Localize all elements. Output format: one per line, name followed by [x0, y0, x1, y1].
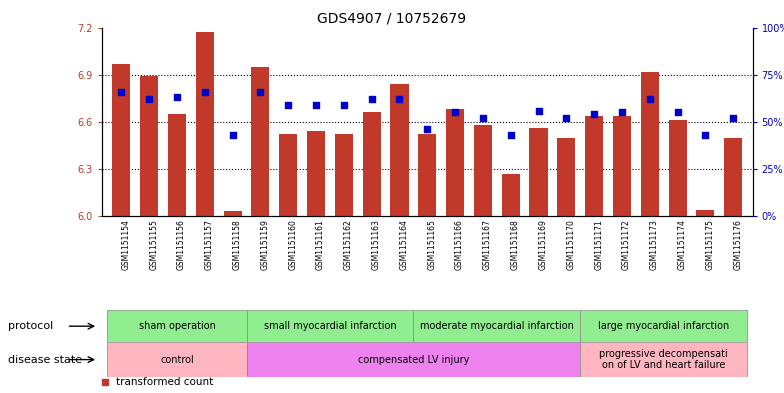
Text: progressive decompensati
on of LV and heart failure: progressive decompensati on of LV and he… [599, 349, 728, 370]
Text: GSM1151169: GSM1151169 [539, 219, 547, 270]
Point [310, 102, 322, 108]
Text: GSM1151156: GSM1151156 [177, 219, 186, 270]
Point [171, 94, 183, 101]
Text: GSM1151155: GSM1151155 [149, 219, 158, 270]
Point [115, 88, 128, 95]
Text: GSM1151176: GSM1151176 [733, 219, 742, 270]
Point [198, 88, 211, 95]
Point [504, 132, 517, 138]
Text: GSM1151166: GSM1151166 [455, 219, 464, 270]
Point [560, 115, 572, 121]
Text: GSM1151173: GSM1151173 [650, 219, 659, 270]
Bar [363, 112, 381, 216]
Point [338, 102, 350, 108]
Text: small myocardial infarction: small myocardial infarction [263, 321, 396, 331]
Text: GSM1151157: GSM1151157 [205, 219, 214, 270]
Text: GSM1151162: GSM1151162 [344, 219, 353, 270]
Bar [580, 310, 747, 342]
Text: GSM1151160: GSM1151160 [289, 219, 297, 270]
Point [477, 115, 489, 121]
Text: protocol: protocol [8, 321, 53, 331]
Point [365, 96, 378, 102]
Point [588, 111, 601, 118]
Text: GSM1151175: GSM1151175 [706, 219, 714, 270]
Point [615, 109, 628, 116]
Text: GSM1151161: GSM1151161 [316, 219, 325, 270]
Bar [502, 174, 520, 216]
Text: sham operation: sham operation [139, 321, 216, 331]
Text: GSM1151170: GSM1151170 [566, 219, 575, 270]
Bar [413, 310, 580, 342]
Bar [641, 72, 659, 216]
Bar [696, 210, 714, 216]
Bar [223, 211, 241, 216]
Bar [252, 67, 270, 216]
Bar [613, 116, 631, 216]
Text: GSM1151159: GSM1151159 [260, 219, 270, 270]
Text: GSM1151172: GSM1151172 [622, 219, 631, 270]
Text: GDS4907 / 10752679: GDS4907 / 10752679 [318, 12, 466, 26]
Bar [246, 310, 413, 342]
Bar [446, 109, 464, 216]
Point [254, 88, 267, 95]
Point [143, 96, 155, 102]
Text: disease state: disease state [8, 354, 82, 365]
Text: transformed count: transformed count [116, 377, 213, 387]
Point [727, 115, 739, 121]
Point [671, 109, 684, 116]
Point [421, 126, 434, 132]
Text: GSM1151174: GSM1151174 [677, 219, 687, 270]
Point [644, 96, 656, 102]
Point [304, 282, 317, 288]
Text: GSM1151165: GSM1151165 [427, 219, 436, 270]
Point [448, 109, 461, 116]
Text: moderate myocardial infarction: moderate myocardial infarction [420, 321, 574, 331]
Text: GSM1151164: GSM1151164 [400, 219, 408, 270]
Bar [140, 76, 158, 216]
Point [532, 107, 545, 114]
Bar [307, 131, 325, 216]
Text: GSM1151163: GSM1151163 [372, 219, 381, 270]
Bar [196, 32, 214, 216]
Point [227, 132, 239, 138]
Bar [390, 84, 408, 216]
Text: GSM1151168: GSM1151168 [510, 219, 520, 270]
Bar [529, 128, 547, 216]
Bar [580, 342, 747, 377]
Text: GSM1151154: GSM1151154 [122, 219, 130, 270]
Point [282, 102, 295, 108]
Bar [585, 116, 603, 216]
Bar [112, 64, 130, 216]
Bar [246, 342, 580, 377]
Text: large myocardial infarction: large myocardial infarction [598, 321, 729, 331]
Bar [168, 114, 186, 216]
Text: GSM1151167: GSM1151167 [483, 219, 492, 270]
Bar [669, 120, 687, 216]
Bar [557, 138, 575, 216]
Bar [724, 138, 742, 216]
Text: GSM1151158: GSM1151158 [233, 219, 241, 270]
Point [699, 132, 712, 138]
Bar [279, 134, 297, 216]
Bar [107, 342, 246, 377]
Bar [474, 125, 492, 216]
Bar [335, 134, 353, 216]
Text: control: control [160, 354, 194, 365]
Bar [418, 134, 437, 216]
Text: GSM1151171: GSM1151171 [594, 219, 603, 270]
Text: compensated LV injury: compensated LV injury [358, 354, 469, 365]
Bar [107, 310, 246, 342]
Point [394, 96, 406, 102]
